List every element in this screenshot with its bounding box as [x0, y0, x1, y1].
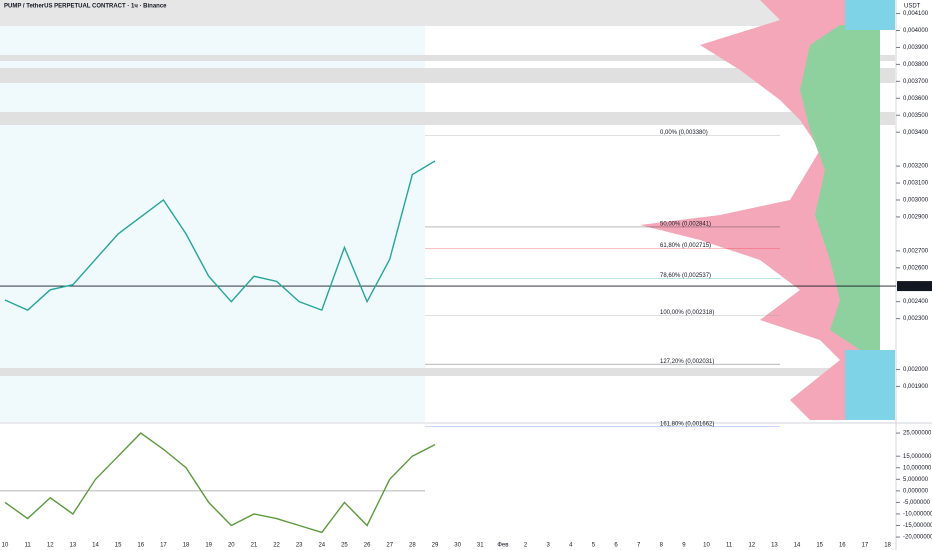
y-tick-label: 0,003900	[903, 45, 929, 51]
x-tick-label: 4	[569, 543, 573, 549]
x-tick-label: 17	[862, 543, 869, 549]
fib-label: 50,00% (0,002841)	[660, 222, 711, 228]
x-tick-label: 15	[816, 543, 823, 549]
y-tick-label: 0,003400	[903, 130, 929, 136]
y-tick-label: -15,000000	[903, 523, 932, 529]
x-tick-label: 14	[794, 543, 801, 549]
x-tick-label: 30	[454, 543, 461, 549]
y-tick-label: -20,000000	[903, 535, 932, 541]
x-tick-label: 5	[592, 543, 596, 549]
y-tick-label: 0,003500	[903, 113, 929, 119]
volume-profile-bottom	[845, 350, 895, 420]
y-tick-label: 0,004100	[903, 11, 929, 17]
zone	[0, 368, 895, 376]
x-tick-label: 28	[409, 543, 416, 549]
y-tick-label: 0,002600	[903, 265, 929, 271]
y-tick-label: 0,003600	[903, 96, 929, 102]
zone	[0, 68, 895, 83]
chart-title: PUMP / TetherUS PERPETUAL CONTRACT · 1ч …	[4, 4, 167, 10]
x-tick-label: 8	[660, 543, 664, 549]
x-tick-label: 22	[273, 543, 280, 549]
y-tick-label: 0,000000	[903, 488, 929, 494]
x-tick-label: 12	[748, 543, 755, 549]
x-tick-label: 3	[546, 543, 550, 549]
price-line	[4, 432, 436, 534]
price-marker	[897, 281, 932, 292]
x-tick-label: 13	[771, 543, 778, 549]
y-tick-label: 0,003100	[903, 181, 929, 187]
fib-label: 100,00% (0,002318)	[660, 310, 714, 316]
y-tick-label: 0,003700	[903, 79, 929, 85]
y-tick-label: 0,003000	[903, 198, 929, 204]
y-tick-label: 0,002000	[903, 367, 929, 373]
y-tick-label: 0,002400	[903, 299, 929, 305]
y-tick-label: 0,001900	[903, 384, 929, 390]
fib-label: 78,60% (0,002537)	[660, 273, 711, 279]
fib-label: 161,80% (0,001662)	[660, 421, 714, 427]
x-tick-label: 6	[614, 543, 618, 549]
y-tick-label: 25,000000	[903, 431, 932, 437]
x-tick-label: 13	[70, 543, 77, 549]
x-tick-label: 9	[682, 543, 686, 549]
x-tick-label: 17	[160, 543, 167, 549]
zone	[0, 112, 895, 125]
zone	[0, 55, 895, 61]
x-tick-label: 24	[318, 543, 325, 549]
x-tick-label: 10	[2, 543, 9, 549]
x-tick-label: 23	[296, 543, 303, 549]
x-tick-label: 16	[137, 543, 144, 549]
currency: USDT	[904, 4, 921, 10]
x-tick-label: 20	[228, 543, 235, 549]
x-tick-label: 10	[703, 543, 710, 549]
y-tick-label: -10,000000	[903, 512, 932, 518]
x-tick-label: 31	[477, 543, 484, 549]
fib-label: 127,20% (0,002031)	[660, 359, 714, 365]
range-highlight	[0, 26, 425, 422]
x-tick-label: 11	[25, 543, 32, 549]
x-tick-label: 11	[726, 543, 733, 549]
price-line	[4, 160, 436, 312]
y-tick-label: 10,000000	[903, 465, 932, 471]
x-tick-label: 12	[47, 543, 54, 549]
x-tick-label: 19	[205, 543, 212, 549]
volume-profile-top	[845, 0, 895, 30]
y-tick-label: 5,000000	[903, 477, 929, 483]
x-tick-label: 25	[341, 543, 348, 549]
x-tick-label: 21	[251, 543, 258, 549]
fib-label: 0,00% (0,003380)	[660, 130, 708, 136]
x-tick-label: 2	[524, 543, 528, 549]
x-tick-label: 7	[637, 543, 641, 549]
x-tick-label: 15	[115, 543, 122, 549]
x-tick-label: 26	[364, 543, 371, 549]
volume-profile-buy	[800, 25, 880, 350]
y-tick-label: 0,002300	[903, 316, 929, 322]
x-tick-label: 18	[884, 543, 891, 549]
x-tick-label: 14	[92, 543, 99, 549]
fib-label: 61,80% (0,002715)	[660, 243, 711, 249]
x-tick-label: 18	[183, 543, 190, 549]
y-tick-label: 15,000000	[903, 454, 932, 460]
price-marker-label: 0,002492	[903, 284, 929, 290]
y-tick-label: -5,000000	[903, 500, 931, 506]
top-band	[0, 0, 895, 26]
y-tick-label: 0,002700	[903, 248, 929, 254]
y-tick-label: 0,003800	[903, 62, 929, 68]
x-tick-label: 29	[432, 543, 439, 549]
x-tick-label: Фев	[497, 543, 508, 549]
y-tick-label: 0,004000	[903, 28, 929, 34]
x-tick-label: 27	[386, 543, 393, 549]
y-tick-label: 0,002900	[903, 215, 929, 221]
y-tick-label: 0,003200	[903, 164, 929, 170]
x-tick-label: 16	[839, 543, 846, 549]
